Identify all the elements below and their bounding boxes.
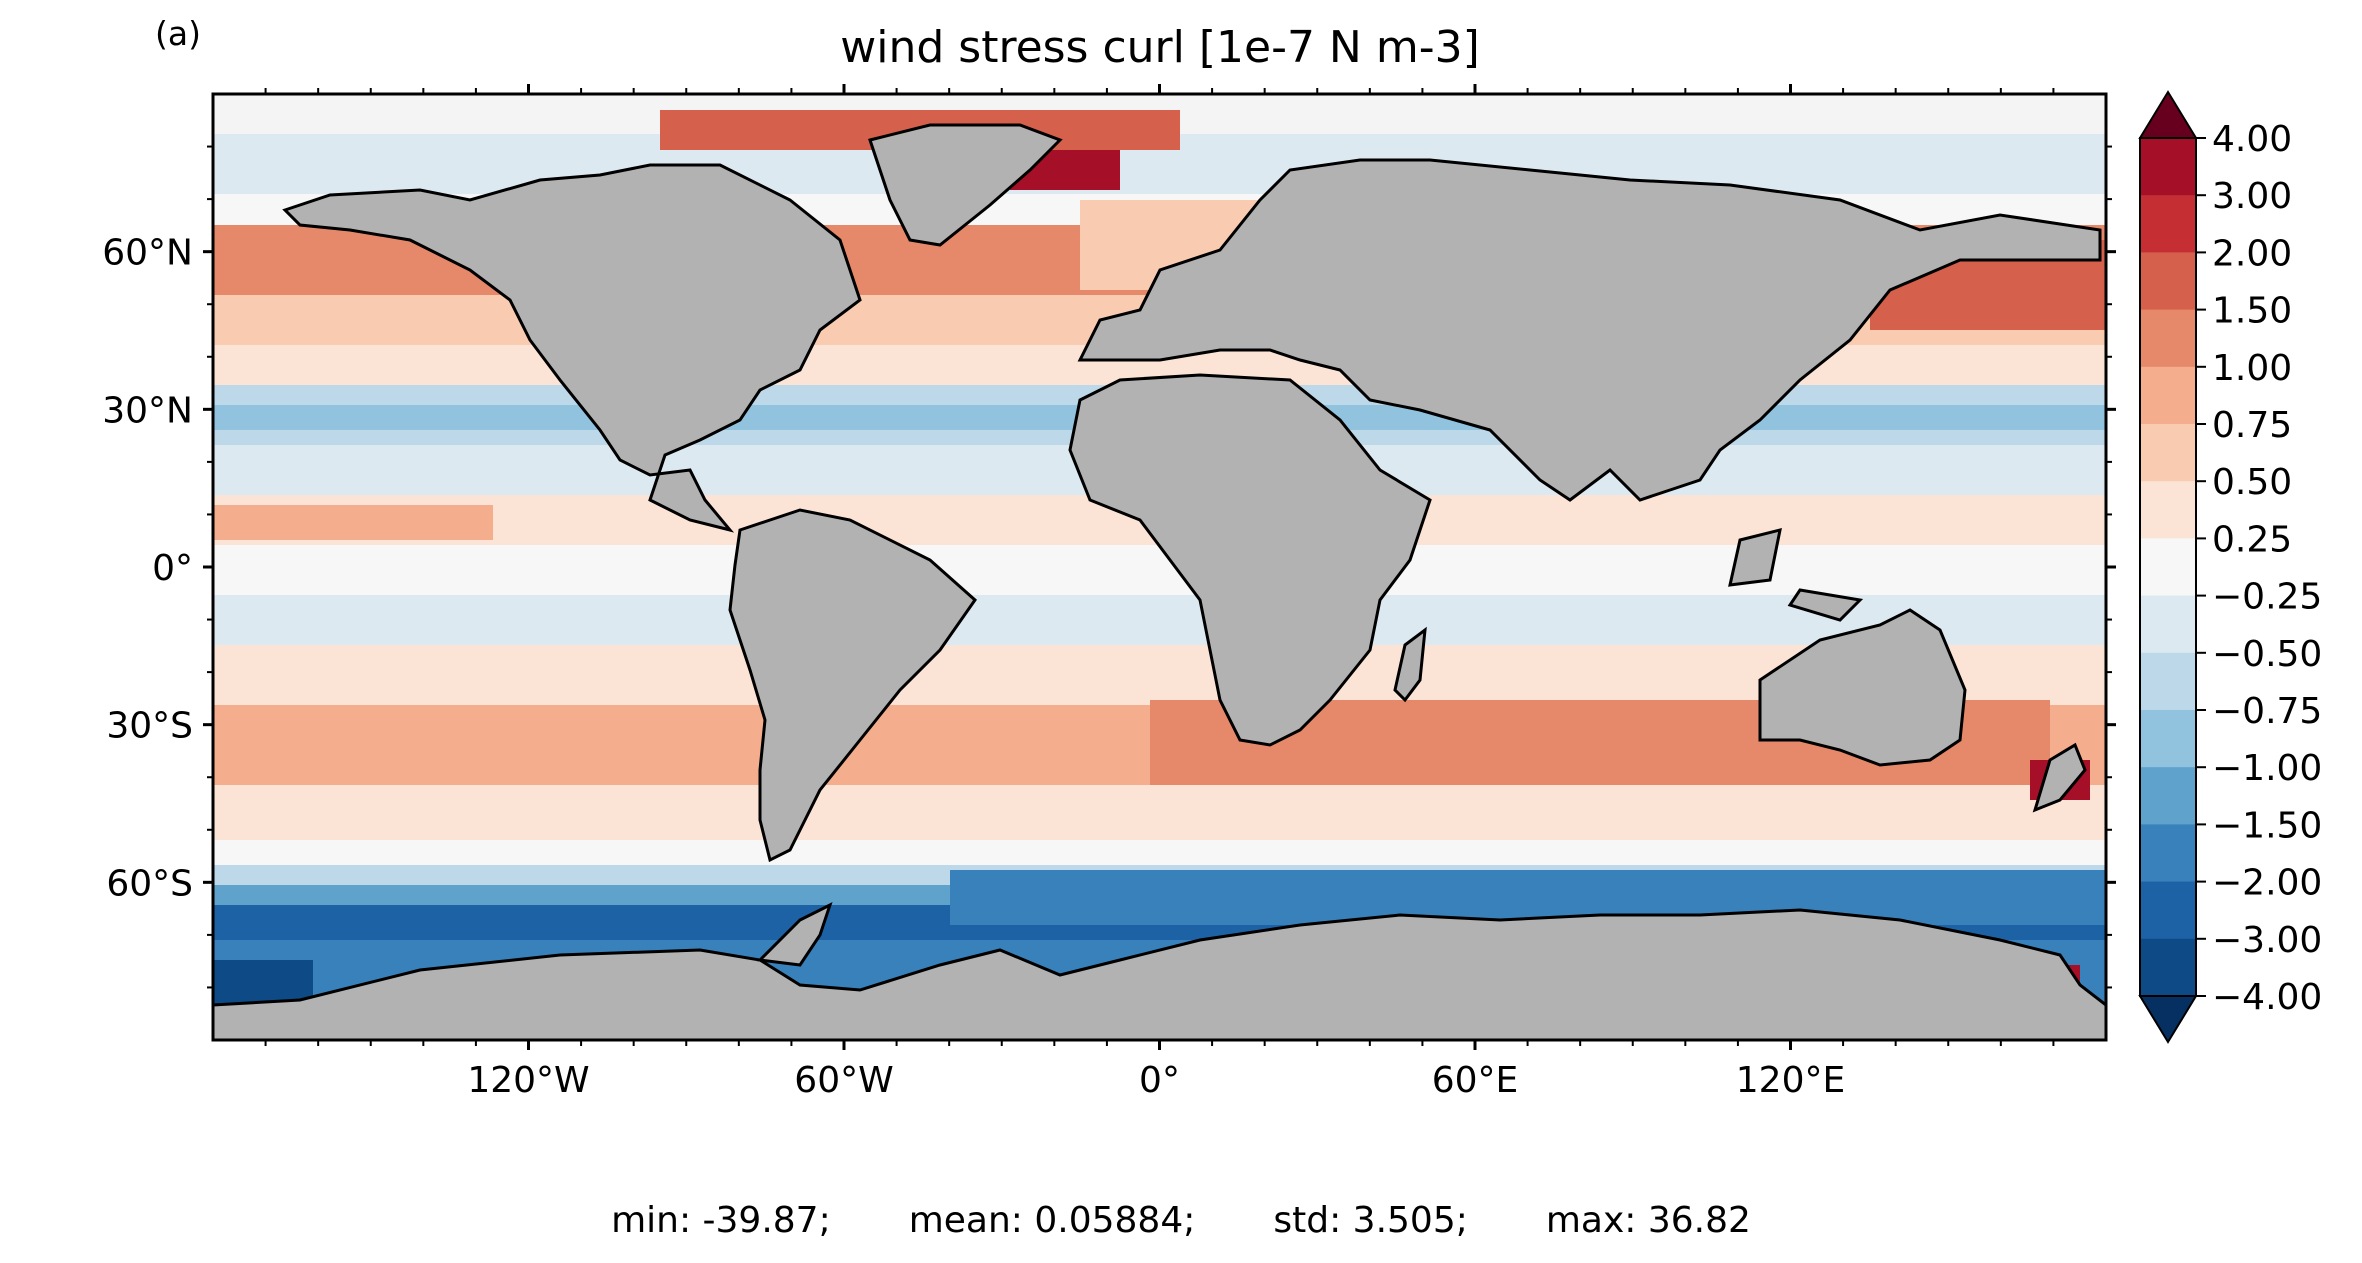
land-north-america — [282, 163, 862, 533]
land-indonesia — [1728, 527, 1864, 622]
stat-std: std: 3.505; — [1273, 1200, 1468, 1241]
land-antarctica — [213, 908, 2106, 1040]
colorbar-label: −4.00 — [2212, 977, 2322, 1018]
panel-label: (a) — [155, 14, 201, 53]
colorbar-label: 0.25 — [2212, 519, 2292, 560]
colorbar-segment — [2140, 309, 2196, 368]
colorbar-extend-max — [2138, 90, 2198, 139]
stat-min: min: -39.87; — [611, 1200, 831, 1241]
latitude-axis: 60°N 30°N 0° 30°S 60°S — [102, 145, 2116, 989]
statistics-line: min: -39.87; mean: 0.05884; std: 3.505; … — [0, 1200, 2362, 1241]
colorbar-label: 1.00 — [2212, 348, 2292, 389]
stat-mean: mean: 0.05884; — [908, 1200, 1196, 1241]
colorbar-label: 4.00 — [2212, 119, 2292, 160]
colorbar-label: 0.50 — [2212, 462, 2292, 503]
lat-tick-label: 0° — [152, 548, 193, 589]
colorbar-label: −1.00 — [2212, 748, 2322, 789]
stat-max: max: 36.82 — [1545, 1200, 1751, 1241]
longitude-axis: 120°W 60°W 0° 60°E 120°E — [264, 84, 2055, 1101]
colorbar-extend-min — [2138, 995, 2198, 1044]
colorbar-label: −1.50 — [2212, 805, 2322, 846]
colorbar-segment — [2140, 938, 2196, 997]
colorbar-segment — [2140, 538, 2196, 597]
land-madagascar — [1393, 626, 1427, 703]
land-antarctic-peninsula — [756, 902, 833, 967]
colorbar-segment — [2140, 652, 2196, 711]
colorbar-label: 1.50 — [2212, 291, 2292, 332]
land-greenland — [868, 123, 1063, 247]
colorbar-segment — [2140, 366, 2196, 425]
colorbar-label: −3.00 — [2212, 920, 2322, 961]
colorbar-segment — [2140, 138, 2196, 196]
map-frame: 60°N 30°N 0° 30°S 60°S 120°W 60°W 0° 60°E 120°E — [102, 84, 2116, 1101]
colorbar-segment — [2140, 481, 2196, 539]
colorbar-segment — [2140, 252, 2196, 311]
colorbar-segment — [2140, 710, 2196, 768]
land-australia — [1758, 608, 1967, 767]
land-south-america — [728, 508, 977, 863]
lon-tick-label: 60°E — [1432, 1060, 1519, 1101]
lon-tick-label: 120°W — [467, 1060, 589, 1101]
colorbar-segment — [2140, 195, 2196, 253]
colorbar-label: 3.00 — [2212, 176, 2292, 217]
lat-tick-label: 60°N — [102, 233, 193, 274]
lon-tick-label: 60°W — [794, 1060, 893, 1101]
colorbar-segment — [2140, 767, 2196, 825]
lon-tick-label: 120°E — [1736, 1060, 1845, 1101]
colorbar-label: 0.75 — [2212, 405, 2292, 446]
patch-southern-ocean-indian — [950, 870, 2106, 925]
patch-east-pacific-itcz — [213, 505, 493, 540]
land-eurasia — [1077, 158, 2102, 502]
band-equatorial — [213, 545, 2106, 595]
lat-tick-label: 60°S — [106, 863, 193, 904]
colorbar-label: 2.00 — [2212, 233, 2292, 274]
land-new-zealand — [2032, 742, 2087, 813]
map-title: wind stress curl [1e-7 N m-3] — [840, 22, 1480, 73]
band-south-positive-fringe — [213, 785, 2106, 840]
colorbar-segment — [2140, 881, 2196, 940]
colorbar-label: −0.75 — [2212, 691, 2322, 732]
colorbar-segment — [2140, 424, 2196, 482]
land-africa — [1068, 373, 1432, 747]
colorbar-label: −2.00 — [2212, 863, 2322, 904]
colorbar-segment — [2140, 595, 2196, 654]
colorbar-segment — [2140, 824, 2196, 883]
colorbar: 4.00 3.00 2.00 1.50 1.00 0.75 0.50 0.25 −0.25 −0.… — [2138, 90, 2322, 1044]
lat-tick-label: 30°N — [102, 390, 193, 431]
lon-tick-label: 0° — [1139, 1060, 1180, 1101]
lat-tick-label: 30°S — [106, 706, 193, 747]
colorbar-label: −0.25 — [2212, 577, 2322, 618]
colorbar-label: −0.50 — [2212, 634, 2322, 675]
colorbar-outline — [2139, 137, 2197, 997]
land-layer — [213, 123, 2106, 1040]
